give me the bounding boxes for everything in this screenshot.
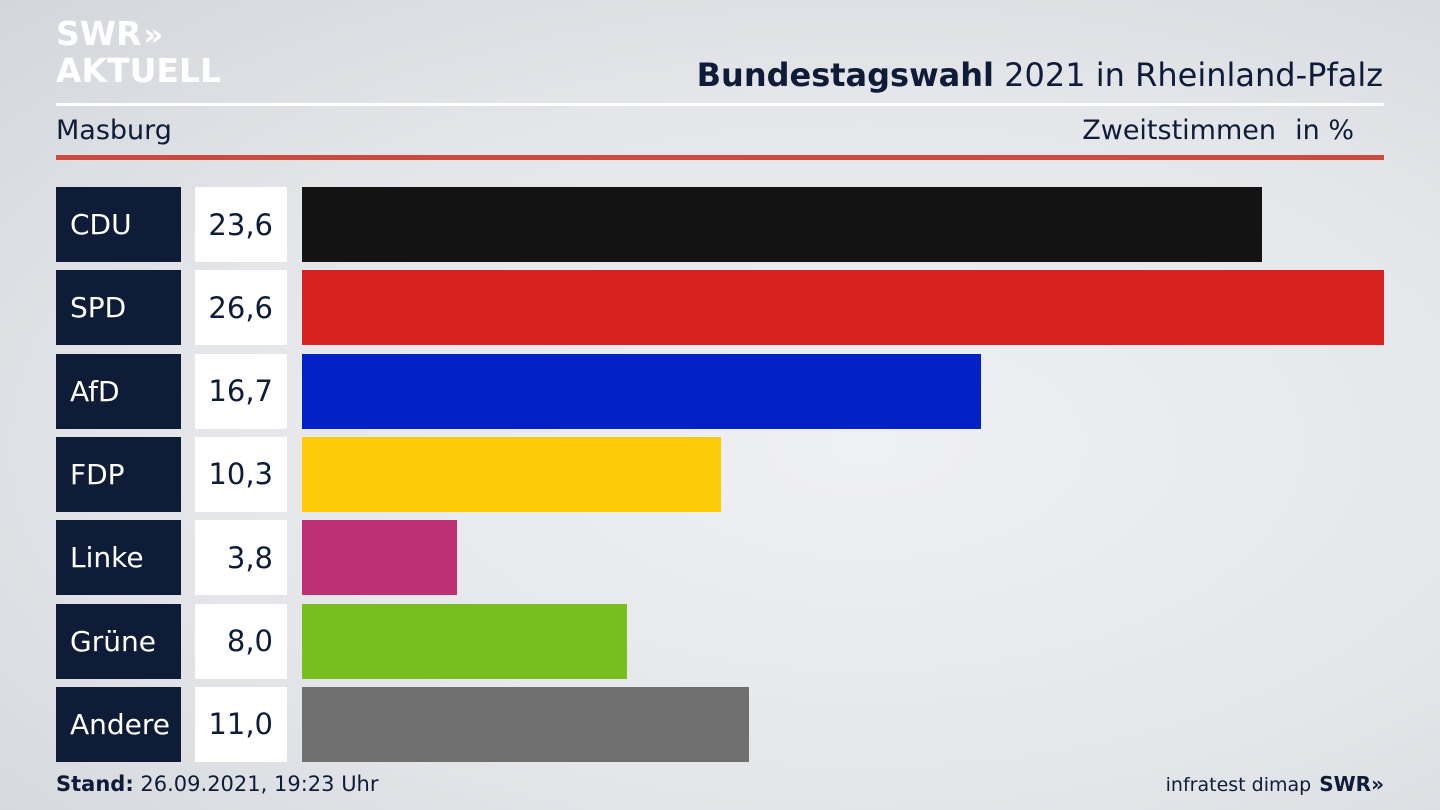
source-label: infratest dimap [1165,774,1312,796]
party-label: Linke [56,520,181,596]
unit-label: in % [1295,115,1354,146]
bar-row: AfD 16,7 [56,353,1384,429]
chart-title-bold: Bundestagswahl [696,56,994,94]
bar-row: Grüne 8,0 [56,603,1384,679]
timestamp: Stand: 26.09.2021, 19:23 Uhr [56,772,379,796]
party-label: CDU [56,187,181,262]
bar-row: SPD 26,6 [56,270,1384,346]
logo-arrows-icon: » [143,18,164,53]
vote-type-label: Zweitstimmen [1082,115,1276,146]
location-label: Masburg [56,115,172,146]
party-label: Andere [56,686,181,762]
logo-aktuell-text: AKTUELL [56,51,222,90]
bar [302,353,981,429]
stand-value: 26.09.2021, 19:23 Uhr [140,772,379,796]
value-label: 10,3 [195,436,287,512]
bar [302,686,749,762]
bar [302,603,627,679]
party-label: FDP [56,436,181,512]
bar [302,187,1262,262]
chart-title: Bundestagswahl 2021 in Rheinland-Pfalz [697,56,1383,94]
bar-row: CDU 23,6 [56,187,1384,262]
chart-title-rest: 2021 in Rheinland-Pfalz [1004,56,1383,94]
bar [302,270,1384,346]
bar-row: FDP 10,3 [56,436,1384,512]
value-label: 26,6 [195,270,287,346]
header-accent-rule [56,155,1384,160]
value-label: 23,6 [195,187,287,262]
value-label: 16,7 [195,353,287,429]
bar-row: Linke 3,8 [56,520,1384,596]
value-label: 8,0 [195,603,287,679]
bar [302,436,721,512]
swr-aktuell-logo: SWR» AKTUELL [56,16,221,88]
stand-label: Stand: [56,772,134,796]
source-credit: infratest dimap SWR» [1166,772,1384,796]
party-label: AfD [56,353,181,429]
bar-row: Andere 11,0 [56,686,1384,762]
value-label: 11,0 [195,686,287,762]
bar [302,520,457,596]
swr-footer-logo: SWR» [1319,772,1384,796]
party-label: SPD [56,270,181,346]
logo-swr-text: SWR [56,14,142,53]
header-divider [56,103,1384,106]
party-label: Grüne [56,603,181,679]
value-label: 3,8 [195,520,287,596]
